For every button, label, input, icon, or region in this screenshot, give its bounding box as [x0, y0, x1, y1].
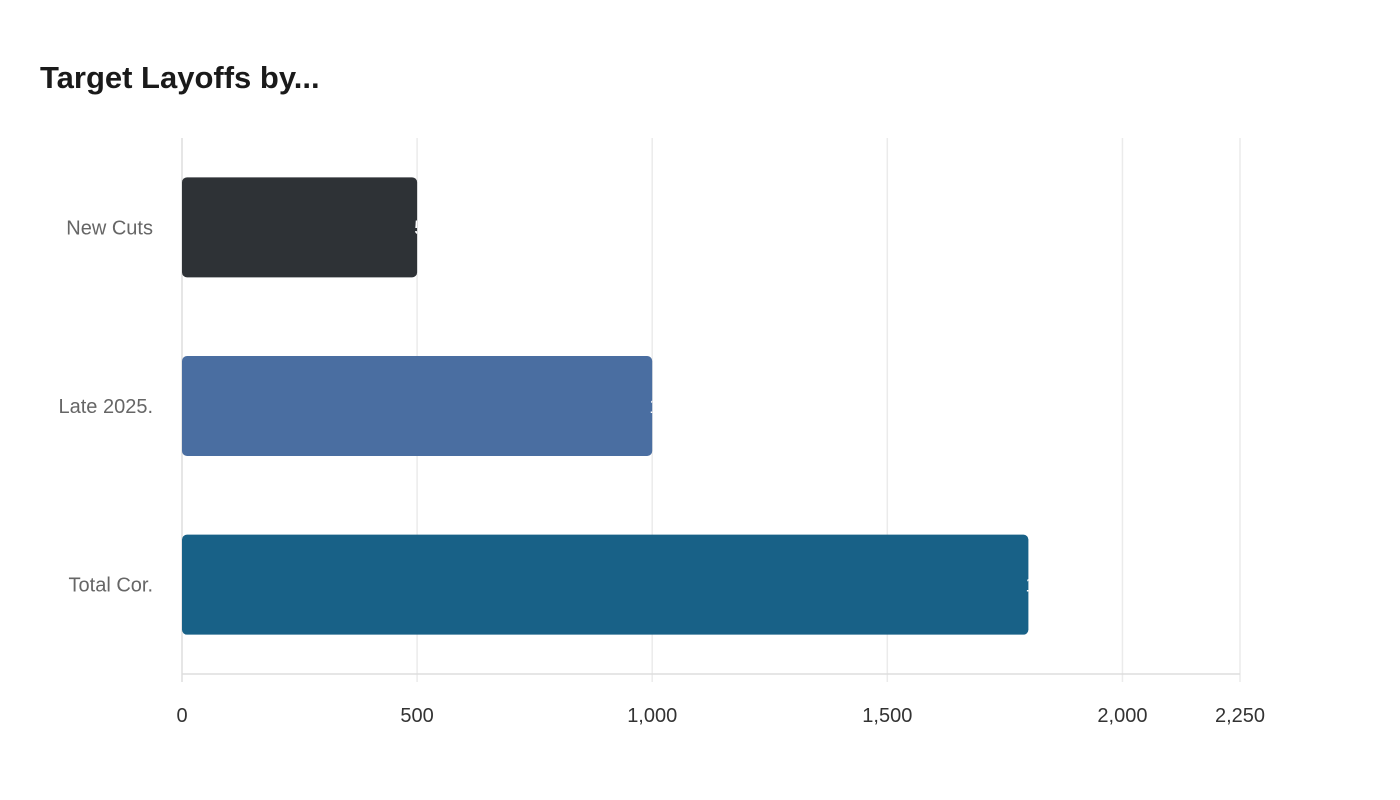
chart-title: Target Layoffs by...: [40, 60, 320, 95]
data-label: 1,000: [649, 396, 699, 418]
x-tick-label: 1,500: [862, 705, 912, 727]
data-label: 1,800: [1025, 575, 1075, 597]
x-tick-label: 500: [400, 705, 433, 727]
y-category-label: Total Cor.: [69, 575, 153, 597]
x-tick-label: 2,250: [1215, 705, 1265, 727]
data-label: 500: [414, 217, 447, 239]
bar: [182, 177, 418, 278]
bar: [182, 356, 653, 456]
bar: [182, 534, 1029, 635]
y-category-label: New Cuts: [66, 217, 153, 239]
x-tick-label: 2,000: [1097, 705, 1147, 727]
y-category-label: Late 2025.: [58, 396, 153, 418]
x-tick-label: 1,000: [627, 705, 677, 727]
x-tick-label: 0: [176, 705, 187, 727]
